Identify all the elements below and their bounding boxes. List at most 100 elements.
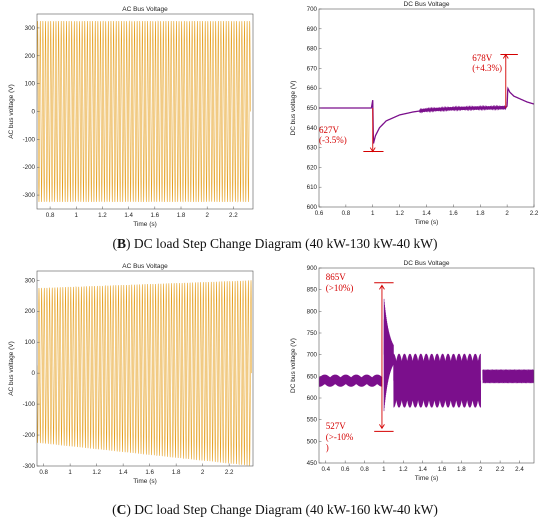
chart-b-ac: AC Bus Voltage 0.8 1 1.2 1.4 1.6 1.8 2 2.2 -300 -2… — [0, 0, 275, 232]
c-ac-ytick-label: 0 — [32, 370, 36, 377]
caption-c-letter: C — [116, 502, 127, 517]
c-dc-ytick-label: 900 — [307, 265, 318, 272]
c-dc-ytick-label: 800 — [307, 308, 318, 315]
b-ac-ytick-label: 0 — [32, 109, 36, 116]
c-dc-annotation-percent: (>10%) — [326, 283, 354, 293]
c-dc-xtick-label: 1 — [382, 466, 386, 473]
b-dc-ytick-label: 650 — [307, 105, 318, 112]
b-dc-plot-area — [319, 86, 534, 144]
c-dc-annotation-arrowhead — [379, 284, 385, 290]
c-dc-title: DC Bus Voltage — [404, 260, 450, 267]
c-ac-plot-area — [37, 280, 252, 466]
b-dc-xtick-label: 1.2 — [395, 210, 404, 217]
b-dc-xtick-label: 1.4 — [422, 210, 431, 217]
b-dc-ytick-label: 670 — [307, 65, 318, 72]
c-ac-ytick-label: -200 — [23, 432, 36, 439]
b-dc-annotation-value: 678V — [472, 53, 493, 63]
b-ac-xtick-label: 1.8 — [177, 212, 186, 219]
chart-b-dc: DC Bus Voltage 0.6 0.8 1 1.2 1.4 1.6 1.8 2 2.2 600… — [275, 0, 550, 232]
b-dc-annotation-value: 627V — [319, 125, 340, 135]
c-dc-ytick-label: 600 — [307, 395, 318, 402]
b-dc-ytick-label: 620 — [307, 164, 318, 171]
c-ac-xtick-label: 1.8 — [172, 469, 181, 476]
b-dc-xtick-label: 1 — [371, 210, 375, 217]
b-dc-ytick-label: 630 — [307, 145, 318, 152]
b-dc-xtick-label: 1.6 — [449, 210, 458, 217]
c-dc-ytick-label: 650 — [307, 373, 318, 380]
c-ac-xtick-label: 2 — [201, 469, 205, 476]
caption-b-letter: B — [116, 236, 126, 251]
b-dc-annotation-percent: (-3.5%) — [319, 135, 347, 145]
c-dc-annotation-percent: (>-10% — [326, 432, 354, 442]
c-dc-xtick-label: 1.8 — [457, 466, 466, 473]
b-dc-ylabel: DC bus voltage (V) — [290, 81, 297, 136]
chart-c-ac: AC Bus Voltage 0.8 1 1.2 1.4 1.6 1.8 2 2.2 -300 -2… — [0, 258, 275, 498]
c-ac-series-line — [37, 280, 252, 466]
b-dc-ytick-label: 680 — [307, 46, 318, 53]
b-ac-ytick-label: 200 — [25, 53, 36, 60]
c-ac-ytick-label: 200 — [25, 308, 36, 315]
c-dc-xtick-label: 1.6 — [438, 466, 447, 473]
b-dc-ytick-label: 610 — [307, 184, 318, 191]
b-ac-xtick-label: 1 — [75, 212, 79, 219]
c-ac-xtick-label: 0.8 — [39, 469, 48, 476]
b-ac-xtick-label: 1.2 — [98, 212, 107, 219]
chart-c-dc: DC Bus Voltage 0.4 0.6 0.8 1 1.2 1.4 1.6 1.8 2 2.2… — [275, 258, 550, 498]
c-ac-xtick-label: 1 — [68, 469, 72, 476]
chart-c-dc-svg: DC Bus Voltage 0.4 0.6 0.8 1 1.2 1.4 1.6 1.8 2 2.2… — [290, 260, 535, 482]
c-dc-xlabel: Time (s) — [415, 475, 439, 482]
c-ac-title: AC Bus Voltage — [122, 263, 168, 270]
b-ac-xtick-label: 1.4 — [124, 212, 133, 219]
chart-b-dc-svg: DC Bus Voltage 0.6 0.8 1 1.2 1.4 1.6 1.8 2 2.2 600… — [290, 1, 539, 226]
b-dc-ytick-label: 690 — [307, 26, 318, 33]
c-dc-xtick-label: 1.4 — [418, 466, 427, 473]
c-ac-ylabel: AC bus voltage (V) — [8, 341, 15, 396]
b-ac-xtick-label: 0.8 — [46, 212, 55, 219]
c-dc-plot-area — [319, 298, 534, 412]
c-ac-xtick-label: 1.2 — [92, 469, 101, 476]
b-ac-ytick-label: 300 — [25, 25, 36, 32]
c-dc-ytick-label: 550 — [307, 417, 318, 424]
c-dc-xtick-label: 1.2 — [399, 466, 408, 473]
chart-b-ac-svg: AC Bus Voltage 0.8 1 1.2 1.4 1.6 1.8 2 2.2 -300 -2… — [8, 6, 254, 228]
b-dc-ytick-label: 600 — [307, 204, 318, 211]
c-dc-ytick-label: 700 — [307, 352, 318, 359]
caption-b-text: DC load Step Change Diagram (40 kW-130 k… — [130, 236, 438, 251]
b-dc-xtick-label: 2.2 — [530, 210, 539, 217]
c-dc-series-line — [319, 298, 534, 412]
c-dc-ytick-label: 500 — [307, 438, 318, 445]
chart-c-ac-svg: AC Bus Voltage 0.8 1 1.2 1.4 1.6 1.8 2 2.2 -300 -2… — [8, 263, 254, 485]
c-dc-xtick-label: 2 — [479, 466, 483, 473]
c-dc-ytick-label: 450 — [307, 460, 318, 467]
c-dc-xtick-label: 2.2 — [496, 466, 505, 473]
b-ac-ylabel: AC bus voltage (V) — [8, 84, 15, 139]
b-ac-title: AC Bus Voltage — [122, 6, 168, 13]
c-ac-xtick-label: 2.2 — [225, 469, 234, 476]
b-ac-xlabel: Time (s) — [133, 221, 157, 228]
c-dc-xtick-label: 2.4 — [515, 466, 524, 473]
c-dc-xtick-label: 0.4 — [321, 466, 330, 473]
b-dc-xtick-label: 2 — [505, 210, 509, 217]
b-ac-plot-area — [37, 20, 251, 203]
c-dc-xtick-label: 0.8 — [360, 466, 369, 473]
b-ac-ytick-label: -300 — [23, 192, 36, 199]
b-ac-ytick-label: -100 — [23, 136, 36, 143]
b-dc-annotation-percent: (+4.3%) — [472, 63, 502, 73]
c-dc-annotation-arrowhead — [379, 424, 385, 430]
b-dc-ytick-label: 640 — [307, 125, 318, 132]
c-dc-ylabel: DC bus voltage (V) — [290, 338, 297, 393]
b-dc-xtick-label: 0.8 — [342, 210, 351, 217]
b-dc-ytick-label: 660 — [307, 85, 318, 92]
b-ac-ytick-label: -200 — [23, 164, 36, 171]
c-ac-xlabel: Time (s) — [133, 478, 157, 485]
b-ac-xtick-label: 1.6 — [151, 212, 160, 219]
b-ac-series-line — [37, 20, 251, 203]
caption-c-text: DC load Step Change Diagram (40 kW-160 k… — [130, 502, 438, 517]
c-ac-ytick-label: -300 — [23, 463, 36, 470]
caption-b: (B) DC load Step Change Diagram (40 kW-1… — [112, 236, 438, 251]
b-ac-ytick-label: 100 — [25, 81, 36, 88]
c-ac-ytick-label: 100 — [25, 339, 36, 346]
c-ac-axes-frame — [36, 270, 254, 467]
c-dc-ytick-label: 750 — [307, 330, 318, 337]
c-dc-ytick-label: 850 — [307, 287, 318, 294]
